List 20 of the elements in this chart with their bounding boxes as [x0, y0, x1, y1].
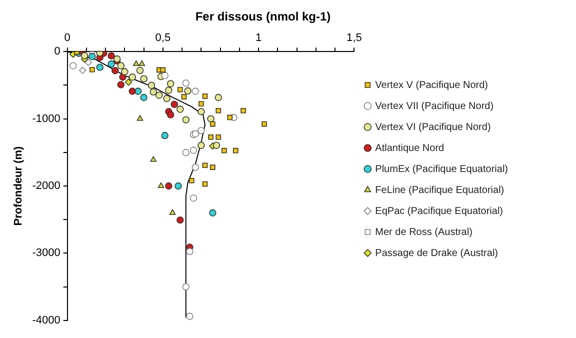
x-tick-label: 1,5	[346, 32, 362, 44]
y-tick-label: -4000	[32, 314, 60, 326]
y-tick-label: 0	[54, 46, 60, 58]
legend-label: PlumEx (Pacifique Equatorial)	[375, 164, 508, 175]
x-tick-label: 1	[255, 32, 262, 44]
legend-label: FeLine (Pacifique Equatorial)	[375, 184, 504, 196]
y-tick-label: -3000	[32, 247, 60, 260]
legend-label: Vertex V (Pacifique Nord)	[375, 80, 488, 91]
y-axis-title: Profondeur (m)	[12, 146, 25, 226]
x-tick-label: 0,5	[155, 32, 171, 44]
legend-label: Passage de Drake (Austral)	[375, 248, 498, 259]
y-tick-label: -2000	[32, 180, 60, 192]
y-tick-label: -1000	[32, 112, 60, 125]
legend-label: Atlantique Nord	[375, 142, 444, 154]
chart-title: Fer dissous (nmol kg-1)	[195, 10, 331, 24]
legend-label: EqPac (Pacifique Equatorial)	[375, 206, 504, 217]
legend-label: Mer de Ross (Austral)	[375, 226, 472, 238]
legend-label: Vertex VII (Pacifique Nord)	[375, 100, 494, 112]
legend-label: Vertex VI (Pacifique Nord)	[375, 122, 491, 133]
x-tick-label: 0	[64, 32, 70, 44]
